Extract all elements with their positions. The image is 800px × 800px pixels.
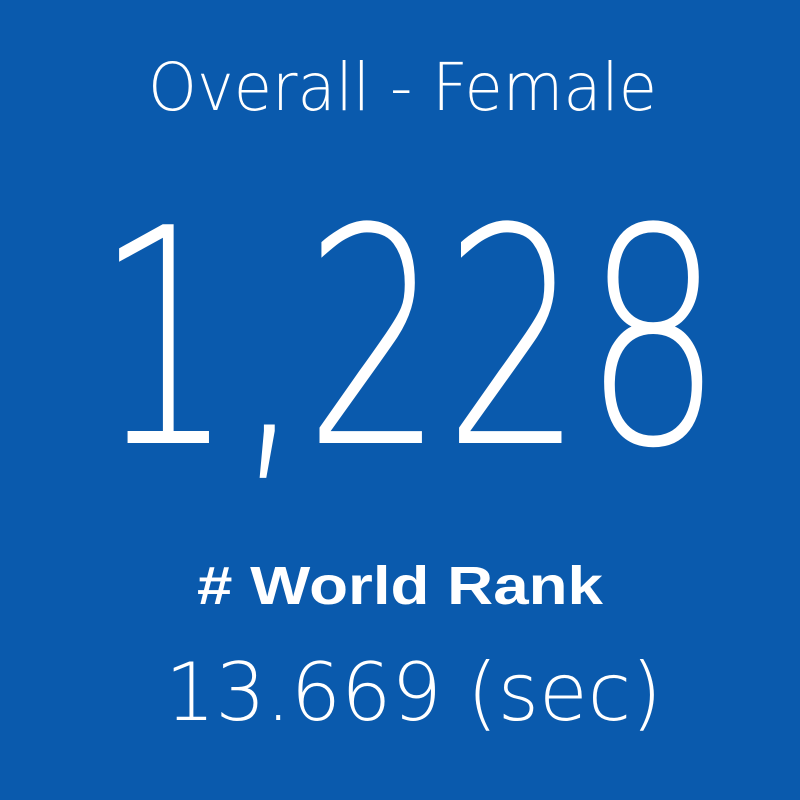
- card-detail: 13.669 (sec): [165, 646, 662, 739]
- card-title: Overall - Female: [148, 49, 657, 126]
- card-label: # World Rank: [197, 556, 604, 616]
- card-value: 1,228: [95, 165, 723, 514]
